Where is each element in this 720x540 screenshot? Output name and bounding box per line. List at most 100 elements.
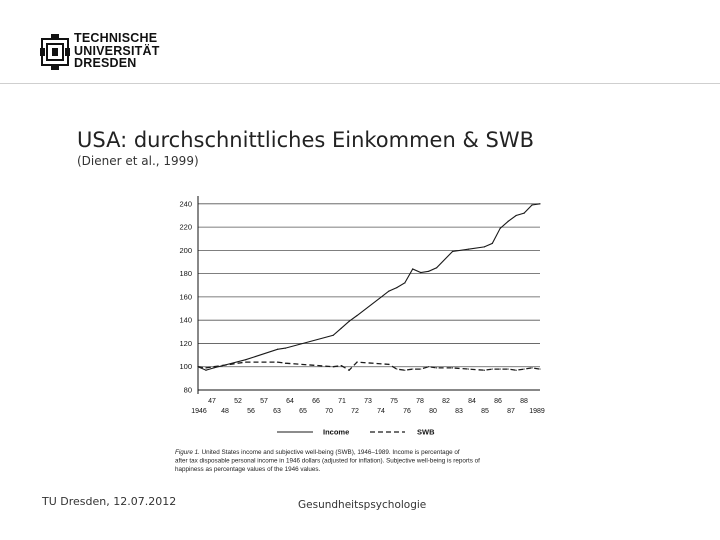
x-tick-label-bottom: 65 — [299, 408, 307, 415]
series-line-swb — [197, 361, 541, 372]
y-tick-label: 200 — [179, 246, 192, 255]
data-point-swb — [531, 367, 533, 369]
data-point-income — [348, 320, 350, 322]
data-point-income — [428, 270, 430, 272]
x-tick-label-top: 82 — [442, 398, 450, 405]
data-point-swb — [276, 361, 279, 363]
data-point-swb — [539, 368, 541, 370]
x-tick-label-top: 86 — [494, 398, 502, 405]
slide-subtitle: (Diener et al., 1999) — [77, 154, 199, 168]
data-point-income — [523, 212, 525, 214]
logo-line-2: UNIVERSITÄT — [74, 43, 160, 58]
legend-label-swb: SWB — [417, 428, 435, 437]
data-point-income — [420, 271, 422, 274]
x-tick-label-top: 75 — [390, 398, 398, 405]
y-tick-label: 220 — [179, 223, 192, 232]
data-point-swb — [515, 369, 517, 371]
x-tick-label-top: 73 — [364, 398, 372, 405]
x-tick-label-top: 57 — [260, 398, 268, 405]
data-point-swb — [499, 368, 501, 370]
x-tick-label-bottom: 74 — [377, 408, 385, 415]
x-tick-label-top: 71 — [338, 398, 346, 405]
data-point-income — [467, 248, 470, 250]
y-tick-label: 100 — [179, 362, 192, 371]
y-tick-label: 80 — [184, 386, 192, 395]
university-emblem-icon — [40, 34, 70, 70]
logo-line-1: TECHNISCHE — [74, 31, 158, 45]
data-point-swb — [205, 367, 207, 369]
x-tick-label-top: 78 — [416, 398, 424, 405]
data-point-swb — [348, 369, 350, 371]
data-point-income — [531, 204, 533, 206]
data-point-swb — [388, 363, 390, 365]
data-point-swb — [340, 364, 342, 367]
data-point-income — [436, 267, 438, 269]
x-tick-label-bottom: 1989 — [529, 408, 545, 415]
x-tick-label-top: 52 — [234, 398, 242, 405]
header-divider — [0, 83, 720, 84]
data-point-income — [396, 287, 398, 289]
data-point-swb — [396, 368, 398, 370]
data-point-income — [539, 203, 541, 205]
figure-caption-line: after tax disposable personal income in … — [175, 458, 480, 465]
legend-label-income: Income — [323, 428, 349, 437]
footer-course-name: Gesundheitspsychologie — [298, 499, 427, 511]
data-point-income — [340, 327, 342, 329]
figure-caption-line: happiness as percentage values of the 19… — [175, 466, 321, 473]
x-tick-label-top: 64 — [286, 398, 294, 405]
data-point-swb — [483, 369, 485, 371]
data-point-income — [356, 314, 358, 317]
figure-caption-line: Figure 1. United States income and subje… — [175, 449, 460, 456]
y-tick-label: 120 — [179, 339, 192, 348]
data-point-swb — [436, 367, 438, 369]
data-point-income — [245, 359, 247, 361]
data-point-swb — [412, 368, 414, 370]
data-point-income — [276, 348, 279, 350]
data-point-swb — [332, 366, 334, 368]
data-point-swb — [245, 361, 247, 363]
footer-institution-date: TU Dresden, 12.07.2012 — [42, 495, 177, 508]
data-point-income — [515, 214, 517, 217]
x-tick-label-bottom: 63 — [273, 408, 281, 415]
data-point-swb — [467, 368, 470, 370]
x-tick-label-bottom: 80 — [429, 408, 437, 415]
data-point-income — [491, 242, 493, 244]
data-point-income — [404, 282, 406, 284]
data-point-swb — [356, 361, 358, 363]
data-point-swb — [523, 368, 525, 370]
x-tick-label-bottom: 72 — [351, 408, 359, 415]
data-point-swb — [507, 368, 509, 370]
data-point-income — [451, 250, 454, 253]
data-point-swb — [428, 366, 430, 368]
data-point-swb — [197, 366, 199, 368]
slide-title: USA: durchschnittliches Einkommen & SWB — [77, 128, 535, 152]
x-tick-label-top: 84 — [468, 398, 476, 405]
series-line-income — [197, 203, 541, 371]
x-tick-label-bottom: 76 — [403, 408, 411, 415]
x-tick-label-top: 88 — [520, 398, 528, 405]
y-tick-label: 140 — [179, 316, 192, 325]
data-point-income — [388, 290, 390, 292]
logo-wordmark: TECHNISCHE UNIVERSITÄT DRESDEN — [74, 32, 160, 70]
data-point-income — [213, 367, 215, 369]
data-point-swb — [404, 369, 406, 371]
x-tick-label-bottom: 48 — [221, 408, 229, 415]
data-point-swb — [451, 367, 454, 369]
x-tick-label-bottom: 83 — [455, 408, 463, 415]
data-point-income — [499, 227, 501, 229]
data-point-swb — [491, 368, 493, 370]
x-tick-label-bottom: 87 — [507, 408, 515, 415]
data-point-income — [412, 268, 414, 270]
x-tick-label-top: 66 — [312, 398, 320, 405]
data-point-income — [205, 369, 207, 371]
x-tick-label-bottom: 1946 — [191, 408, 207, 415]
data-point-swb — [213, 366, 215, 368]
data-point-income — [332, 334, 334, 336]
tu-dresden-logo: TECHNISCHE UNIVERSITÄT DRESDEN — [40, 32, 180, 72]
y-tick-label: 240 — [179, 199, 192, 208]
y-tick-label: 160 — [179, 292, 192, 301]
data-point-income — [483, 246, 485, 248]
x-tick-label-bottom: 70 — [325, 408, 333, 415]
income-swb-line-chart: 80 100 120 140 160 180 200 220 240 1946 48 56 63 65 70… — [175, 196, 545, 473]
logo-line-3: DRESDEN — [74, 56, 137, 70]
